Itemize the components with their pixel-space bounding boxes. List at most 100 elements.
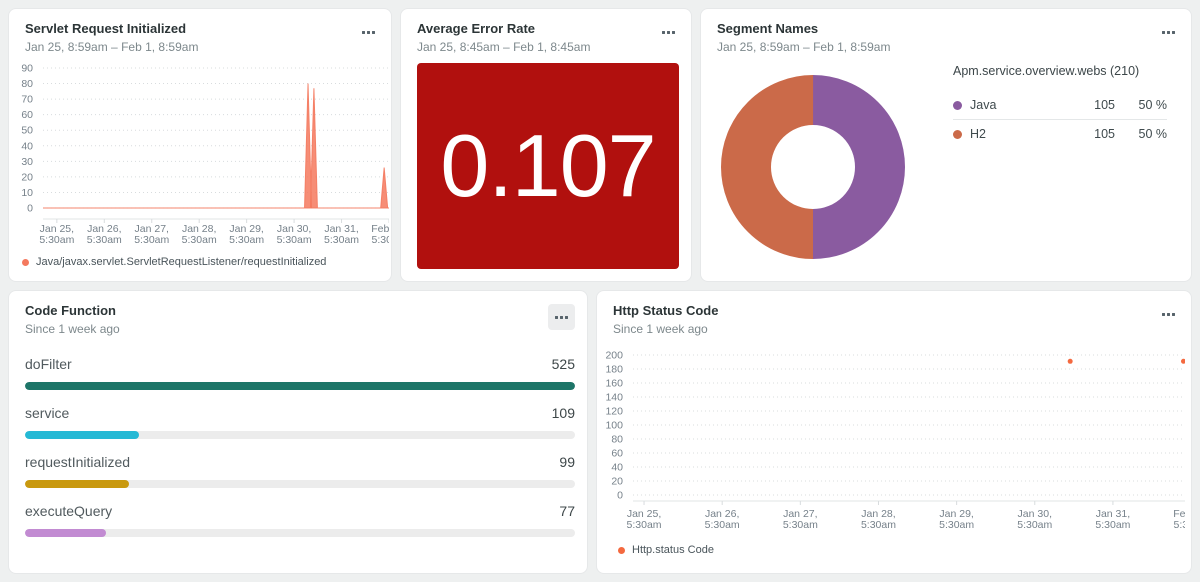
- bar-row-header: requestInitialized 99: [25, 453, 575, 471]
- panel-segment-names: Segment Names Jan 25, 8:59am – Feb 1, 8:…: [700, 8, 1192, 282]
- dot-icon: [667, 30, 670, 34]
- svg-text:90: 90: [21, 63, 33, 75]
- bar-row-service[interactable]: service 109: [25, 404, 575, 439]
- dot-icon: [1167, 312, 1170, 316]
- svg-text:5:30am: 5:30am: [861, 519, 896, 531]
- ellipsis-menu-icon[interactable]: [1158, 23, 1179, 41]
- panel-header: Average Error Rate Jan 25, 8:45am – Feb …: [401, 9, 691, 54]
- chart-legend-item[interactable]: Java/javax.servlet.ServletRequestListene…: [22, 256, 326, 269]
- bar-chart: doFilter 525 service 109 requestInitialized 9…: [25, 355, 575, 551]
- svg-text:5:30am: 5:30am: [939, 519, 974, 531]
- dot-icon: [1172, 30, 1175, 34]
- svg-text:5:30am: 5:30am: [1095, 519, 1130, 531]
- svg-text:5:30am: 5:30am: [783, 519, 818, 531]
- facet-rows: Java 105 50 % H2 105 50 %: [953, 91, 1167, 148]
- svg-text:5:30am: 5:30am: [1174, 519, 1185, 531]
- ellipsis-menu-icon[interactable]: [358, 23, 379, 41]
- panel-header: Http Status Code Since 1 week ago: [597, 291, 1191, 336]
- svg-text:10: 10: [21, 187, 33, 199]
- svg-text:Jan 25,: Jan 25,: [627, 508, 661, 520]
- panel-title: Segment Names: [717, 21, 819, 36]
- svg-text:Feb 01,: Feb 01,: [371, 223, 389, 235]
- svg-text:20: 20: [611, 476, 623, 488]
- svg-text:5:30am: 5:30am: [277, 234, 312, 246]
- bar-value: 77: [559, 503, 575, 519]
- svg-text:20: 20: [21, 171, 33, 183]
- svg-text:160: 160: [605, 378, 623, 390]
- ellipsis-menu-icon[interactable]: [1158, 305, 1179, 323]
- svg-text:0: 0: [27, 203, 33, 215]
- bar-label: executeQuery: [25, 503, 113, 519]
- bar-row-executequery[interactable]: executeQuery 77: [25, 502, 575, 537]
- bar-row-requestinitialized[interactable]: requestInitialized 99: [25, 453, 575, 488]
- svg-text:30: 30: [21, 156, 33, 168]
- facet-row-h2[interactable]: H2 105 50 %: [953, 120, 1167, 148]
- svg-text:Jan 31,: Jan 31,: [1096, 508, 1130, 520]
- bar-track: [25, 431, 575, 439]
- dot-icon: [372, 30, 375, 34]
- svg-text:140: 140: [605, 392, 623, 404]
- facet-value: 105: [1094, 98, 1115, 112]
- bar-row-dofilter[interactable]: doFilter 525: [25, 355, 575, 390]
- ellipsis-menu-icon[interactable]: [658, 23, 679, 41]
- panel-time-range: Jan 25, 8:45am – Feb 1, 8:45am: [417, 40, 591, 54]
- bar-value: 525: [551, 356, 575, 372]
- svg-text:5:30am: 5:30am: [371, 234, 389, 246]
- svg-text:50: 50: [21, 125, 33, 137]
- panel-time-range: Jan 25, 8:59am – Feb 1, 8:59am: [717, 40, 891, 54]
- svg-text:Jan 26,: Jan 26,: [87, 223, 121, 235]
- dot-icon: [672, 30, 675, 34]
- ellipsis-menu-icon[interactable]: [548, 304, 575, 330]
- bar-track: [25, 382, 575, 390]
- svg-text:5:30am: 5:30am: [1017, 519, 1052, 531]
- bar-row-header: doFilter 525: [25, 355, 575, 373]
- panel-http-status-code: Http Status Code Since 1 week ago 200 180…: [596, 290, 1192, 574]
- bar-fill: [25, 382, 575, 390]
- facet-value: 105: [1094, 127, 1115, 141]
- dot-icon: [1167, 30, 1170, 34]
- billboard-value: 0.107: [440, 116, 656, 215]
- svg-text:Jan 25,: Jan 25,: [40, 223, 74, 235]
- svg-text:120: 120: [605, 406, 623, 418]
- chart-legend-item[interactable]: Http.status Code: [618, 544, 714, 557]
- dot-icon: [1172, 312, 1175, 316]
- facet-dot-icon: [953, 100, 962, 110]
- dot-icon: [1162, 312, 1165, 316]
- svg-text:Jan 30,: Jan 30,: [277, 223, 311, 235]
- facet-percent: 50 %: [1138, 98, 1168, 112]
- panel-average-error-rate: Average Error Rate Jan 25, 8:45am – Feb …: [400, 8, 692, 282]
- svg-text:180: 180: [605, 364, 623, 376]
- bar-label: doFilter: [25, 356, 72, 372]
- svg-text:5:30am: 5:30am: [39, 234, 74, 246]
- svg-text:5:30am: 5:30am: [229, 234, 264, 246]
- svg-text:70: 70: [21, 94, 33, 106]
- svg-text:Jan 30,: Jan 30,: [1018, 508, 1052, 520]
- panel-time-range: Since 1 week ago: [25, 322, 120, 336]
- svg-text:60: 60: [21, 109, 33, 121]
- facet-table-header: Apm.service.overview.webs (210): [953, 64, 1140, 78]
- panel-time-range: Jan 25, 8:59am – Feb 1, 8:59am: [25, 40, 199, 54]
- panel-servlet-request-initialized: Servlet Request Initialized Jan 25, 8:59…: [8, 8, 392, 282]
- bar-track: [25, 480, 575, 488]
- facet-name: Java: [970, 98, 997, 112]
- svg-text:Jan 29,: Jan 29,: [229, 223, 263, 235]
- facet-dot-icon: [953, 129, 962, 139]
- panel-title: Code Function: [25, 303, 116, 318]
- dot-icon: [662, 30, 665, 34]
- dot-icon: [565, 315, 568, 319]
- bar-label: service: [25, 405, 70, 421]
- svg-text:5:30am: 5:30am: [87, 234, 122, 246]
- bar-track: [25, 529, 575, 537]
- svg-text:5:30am: 5:30am: [705, 519, 740, 531]
- legend-label: Http.status Code: [632, 544, 714, 556]
- panel-header: Segment Names Jan 25, 8:59am – Feb 1, 8:…: [701, 9, 1191, 54]
- dot-icon: [362, 30, 365, 34]
- svg-text:5:30am: 5:30am: [324, 234, 359, 246]
- bar-row-header: executeQuery 77: [25, 502, 575, 520]
- svg-text:80: 80: [21, 78, 33, 90]
- facet-table: Apm.service.overview.webs (210) Java 105 5…: [953, 63, 1167, 148]
- panel-header: Code Function Since 1 week ago: [9, 291, 587, 336]
- panel-code-function: Code Function Since 1 week ago doFilter 5…: [8, 290, 588, 574]
- facet-row-java[interactable]: Java 105 50 %: [953, 91, 1167, 120]
- panel-header: Servlet Request Initialized Jan 25, 8:59…: [9, 9, 391, 54]
